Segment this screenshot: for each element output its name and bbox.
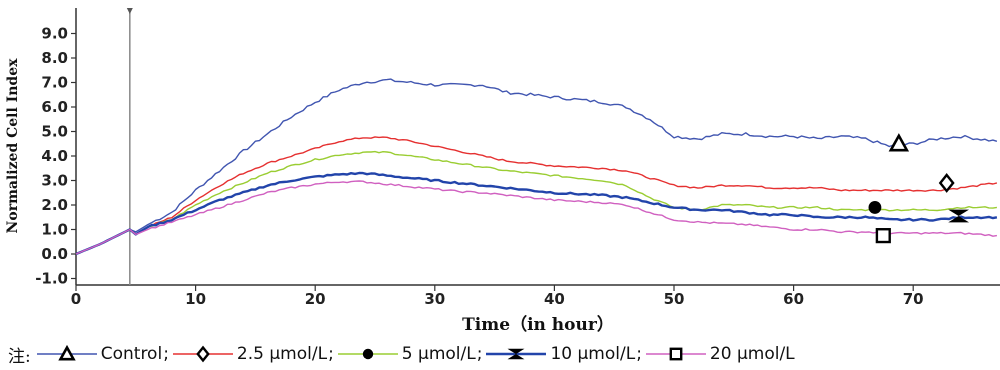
legend-marker xyxy=(362,348,373,360)
legend-marker xyxy=(196,345,210,363)
series-marker-1 xyxy=(888,133,910,152)
legend-separator: ; xyxy=(163,344,169,364)
y-axis-ticks: -1.0 0.0 1.0 2.0 3.0 4.0 5.0 6.0 7.0 8.0 9.0 xyxy=(35,25,76,288)
legend-swatch xyxy=(337,348,398,360)
legend-swatch xyxy=(486,348,547,360)
legend-item: Control; xyxy=(35,343,171,365)
x-tick-label: 10 xyxy=(185,290,206,308)
chart: -1.0 0.0 1.0 2.0 3.0 4.0 5.0 6.0 7.0 8.0 9.0 0 10 20… xyxy=(5,8,1000,335)
plot-area xyxy=(76,8,1000,285)
x-tick-label: 20 xyxy=(305,290,326,308)
series-marker-5 xyxy=(875,228,891,244)
series-line-5 xyxy=(75,180,998,255)
legend-swatch xyxy=(36,344,97,361)
legend-note: 注: xyxy=(8,346,31,367)
legend-item: 5 μmol/L; xyxy=(336,343,485,365)
legend-label: 10 μmol/L xyxy=(550,344,636,364)
series-line-3 xyxy=(75,150,998,255)
legend-label: Control xyxy=(100,344,163,364)
legend-item: 20 μmol/L xyxy=(644,343,795,365)
x-tick-label: 60 xyxy=(783,290,804,308)
y-tick-label: 7.0 xyxy=(41,74,68,92)
legend-label: 5 μmol/L xyxy=(401,344,476,364)
y-tick-label: 2.0 xyxy=(41,196,68,214)
vertical-marker-arrow xyxy=(126,8,133,14)
x-tick-label: 70 xyxy=(903,290,924,308)
series-marker-3 xyxy=(868,201,882,214)
legend-marker xyxy=(669,347,683,361)
x-tick-label: 40 xyxy=(544,290,565,308)
legend-label: 20 μmol/L xyxy=(709,344,795,364)
series-line-2 xyxy=(75,136,998,255)
series-marker-4 xyxy=(948,209,970,223)
y-tick-label: 1.0 xyxy=(41,221,68,239)
y-tick-label: 5.0 xyxy=(41,123,68,141)
x-tick-label: 30 xyxy=(424,290,445,308)
series-line-1 xyxy=(75,78,998,255)
series-line-4 xyxy=(75,171,998,256)
legend-separator: ; xyxy=(636,344,642,364)
legend-label: 2.5 μmol/L xyxy=(236,344,328,364)
legend-marker xyxy=(58,344,76,361)
y-tick-label: 8.0 xyxy=(41,49,68,67)
y-axis-label: Normalized Cell Index xyxy=(5,58,21,234)
y-tick-label: 9.0 xyxy=(41,25,68,43)
legend-separator: ; xyxy=(328,344,334,364)
legend-item: 2.5 μmol/L; xyxy=(171,343,336,365)
legend-swatch xyxy=(172,345,233,363)
x-tick-label: 50 xyxy=(664,290,685,308)
x-axis-ticks: 0 10 20 30 40 50 60 70 xyxy=(71,285,924,308)
y-tick-label: -1.0 xyxy=(35,270,68,288)
legend-item: 10 μmol/L; xyxy=(484,343,643,365)
legend-separator: ; xyxy=(476,344,483,364)
y-tick-label: 0.0 xyxy=(41,245,68,263)
y-tick-label: 4.0 xyxy=(41,147,68,165)
x-tick-label: 0 xyxy=(71,290,81,308)
y-tick-label: 6.0 xyxy=(41,98,68,116)
legend-marker xyxy=(508,348,525,360)
series-lines xyxy=(75,78,998,256)
series-markers xyxy=(868,133,970,244)
y-tick-label: 3.0 xyxy=(41,172,68,190)
legend-swatch xyxy=(645,347,706,361)
legend: 注: Control; 2.5 μmol/L; 5 μmol/L; 10 μmol/L… xyxy=(8,340,795,368)
series-marker-2 xyxy=(938,173,955,193)
x-axis-label: Time（in hour） xyxy=(462,314,614,335)
